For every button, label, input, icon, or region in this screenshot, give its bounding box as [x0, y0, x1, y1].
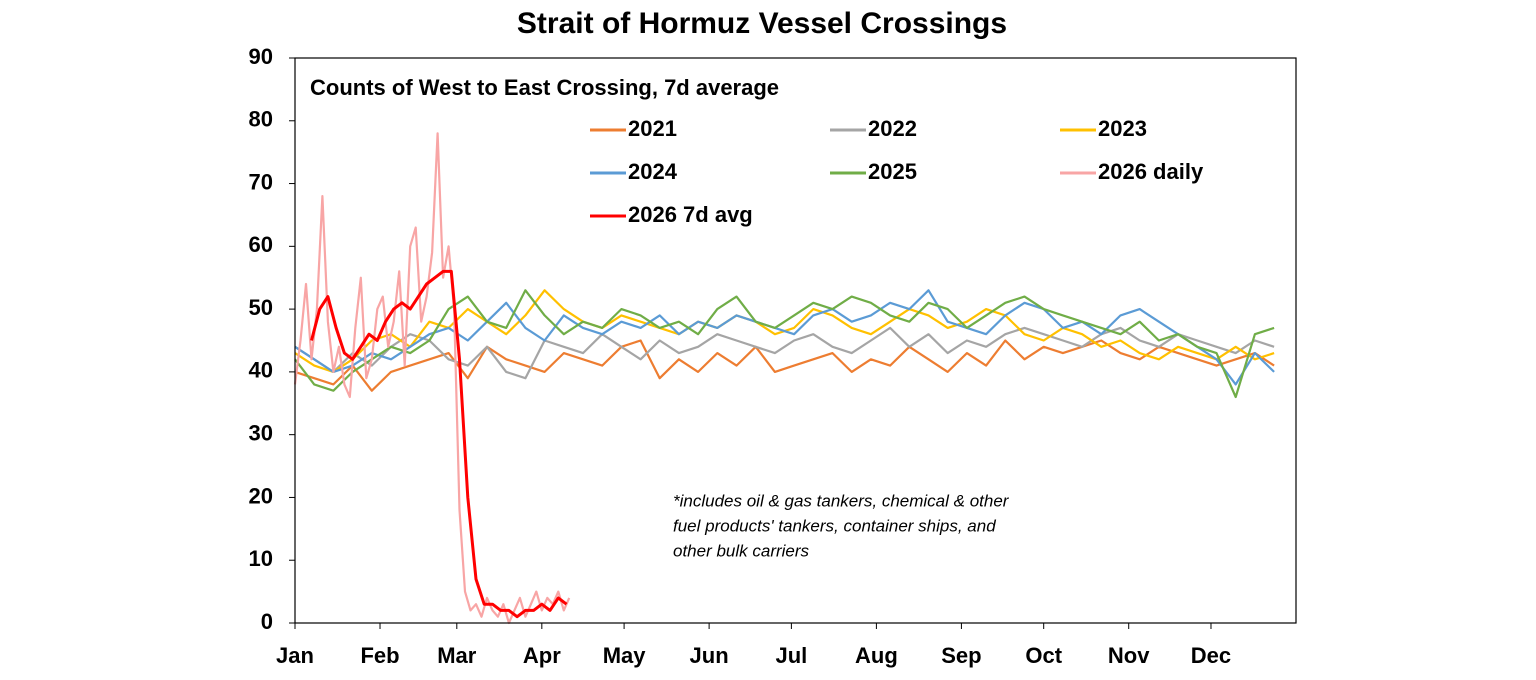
y-tick-label: 40 — [249, 358, 273, 383]
x-tick-label: Aug — [855, 643, 898, 668]
plot-frame — [294, 57, 1297, 624]
x-tick-label: Jun — [690, 643, 729, 668]
legend-label: 2026 7d avg — [628, 202, 753, 227]
y-tick-label: 60 — [249, 232, 273, 257]
x-tick-label: Mar — [437, 643, 477, 668]
note: other bulk carriers — [673, 541, 810, 560]
y-tick-label: 30 — [249, 420, 273, 445]
series-line — [294, 289, 1275, 386]
legend-label: 2023 — [1098, 116, 1147, 141]
legend-label: 2022 — [868, 116, 917, 141]
x-tick-label: Feb — [360, 643, 399, 668]
note: *includes oil & gas tankers, chemical & … — [673, 491, 1010, 510]
y-tick-label: 80 — [249, 107, 273, 132]
y-tick-label: 20 — [249, 483, 273, 508]
x-tick-label: May — [603, 643, 647, 668]
y-tick-label: 10 — [249, 546, 273, 571]
series-line — [294, 289, 1275, 399]
series-line — [310, 269, 568, 619]
y-tick-label: 90 — [249, 44, 273, 69]
legend-label: 2021 — [628, 116, 677, 141]
series-line — [293, 132, 571, 625]
x-tick-label: Oct — [1025, 643, 1062, 668]
legend-label: 2026 daily — [1098, 159, 1204, 184]
subtitle: Counts of West to East Crossing, 7d aver… — [310, 75, 779, 100]
x-tick-label: Jan — [276, 643, 314, 668]
y-tick-label: 70 — [249, 169, 273, 194]
note: fuel products' tankers, container ships,… — [673, 516, 996, 535]
x-tick-label: Jul — [775, 643, 807, 668]
x-tick-label: Dec — [1191, 643, 1231, 668]
x-tick-label: Nov — [1108, 643, 1150, 668]
series-line — [294, 339, 1275, 392]
chart-title: Strait of Hormuz Vessel Crossings — [517, 7, 1007, 40]
x-tick-label: Sep — [941, 643, 981, 668]
y-tick-label: 0 — [261, 609, 273, 634]
x-tick-label: Apr — [523, 643, 561, 668]
legend-label: 2024 — [628, 159, 678, 184]
legend-label: 2025 — [868, 159, 917, 184]
series-line — [294, 326, 1275, 380]
y-tick-label: 50 — [249, 295, 273, 320]
